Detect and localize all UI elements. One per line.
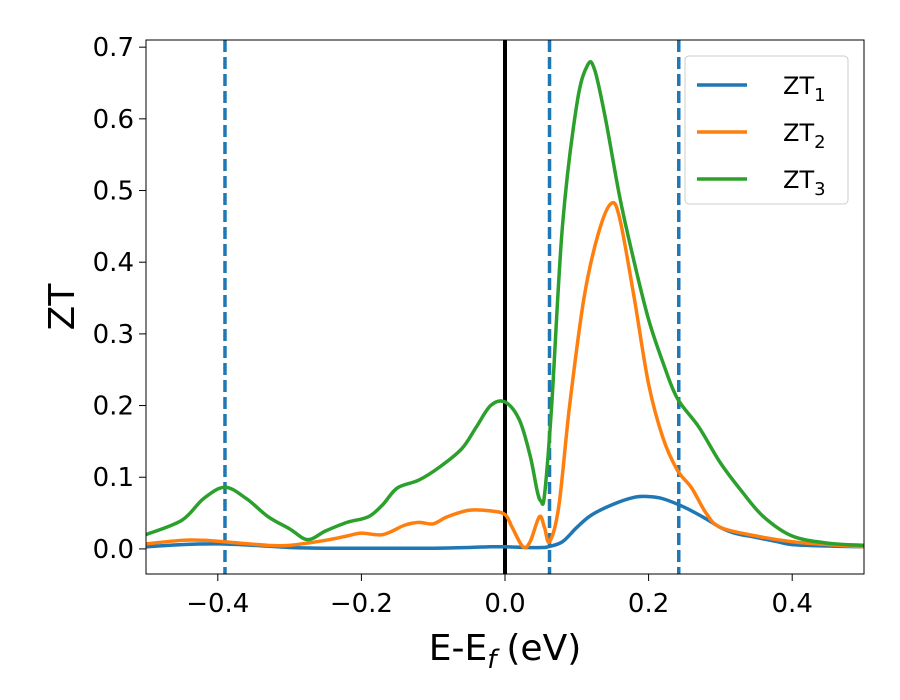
x-tick-label: −0.2	[330, 589, 393, 619]
y-tick-label: 0.5	[93, 177, 134, 207]
x-axis-label: E-Ef (eV)	[429, 628, 582, 675]
axis-ticks: −0.4 −0.2 0.0 0.2 0.4 0.0 0.1 0.2 0.3 0.4 0.5 0.6 0.…	[93, 33, 813, 619]
series-lines	[146, 60, 864, 551]
x-axis-label-unit: (eV)	[506, 628, 581, 669]
legend-box	[684, 55, 849, 205]
series-line-2	[146, 200, 864, 550]
x-tick-label: −0.4	[186, 589, 249, 619]
reference-lines	[223, 40, 681, 574]
legend-label-3: ZT3	[783, 166, 826, 200]
y-axis-label: ZT	[42, 283, 83, 331]
y-tick-label: 0.3	[93, 320, 134, 350]
y-tick-label: 0.1	[93, 463, 134, 493]
x-axis-label-sub: f	[487, 645, 500, 675]
x-tick-label: 0.4	[772, 589, 813, 619]
y-tick-label: 0.4	[93, 248, 134, 278]
y-tick-label: 0.7	[93, 33, 134, 63]
series-line-3	[146, 60, 864, 548]
x-axis-label-main: E-E	[429, 628, 487, 669]
x-tick-label: 0.0	[484, 589, 525, 619]
legend-label-2: ZT2	[783, 119, 826, 153]
y-tick-label: 0.0	[93, 535, 134, 565]
y-tick-label: 0.2	[93, 392, 134, 422]
legend-label-1: ZT1	[783, 72, 826, 106]
legend: ZT1 ZT2 ZT3	[684, 55, 849, 205]
x-tick-label: 0.2	[628, 589, 669, 619]
y-tick-label: 0.6	[93, 105, 134, 135]
